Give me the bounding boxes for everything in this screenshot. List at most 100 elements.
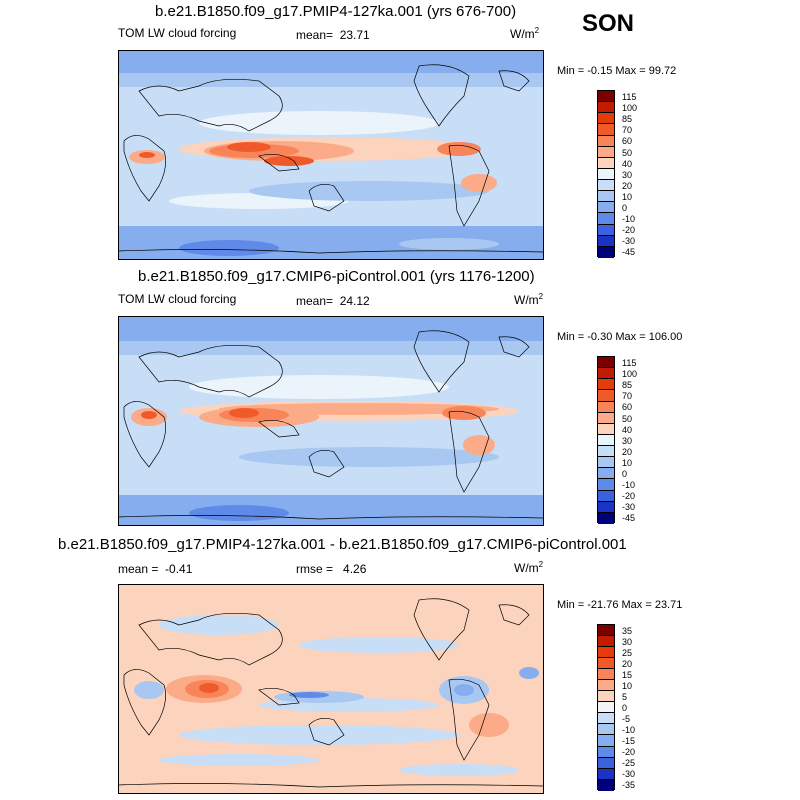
panel2-tick: 60 xyxy=(622,402,633,412)
panel1-field-label: TOM LW cloud forcing xyxy=(118,26,237,40)
panel3-colorbar-bin xyxy=(598,647,614,659)
panel2-field-label: TOM LW cloud forcing xyxy=(118,292,237,306)
panel2-colorbar-bin xyxy=(598,434,614,446)
panel3-tick: 0 xyxy=(622,703,628,713)
panel3-tick: -15 xyxy=(622,736,636,746)
panel3-units: W/m2 xyxy=(514,560,544,575)
panel3-colorbar-bin xyxy=(598,691,614,703)
panel3-colorbar-bin xyxy=(598,669,614,681)
panel3-colorbar-bin xyxy=(598,636,614,648)
panel1-tick: 100 xyxy=(622,103,638,113)
panel3-colorbar-bin xyxy=(598,746,614,758)
panel1-tick: -20 xyxy=(622,225,636,235)
panel3-colorbar-bin xyxy=(598,779,614,791)
panel1-colorbar-bin xyxy=(598,113,614,125)
panel3-tick: -10 xyxy=(622,725,636,735)
panel2-colorbar-bin xyxy=(598,490,614,502)
panel3-tick: 10 xyxy=(622,681,633,691)
panel1-colorbar-bin xyxy=(598,91,614,103)
panel2-colorbar-bin xyxy=(598,357,614,369)
panel1-tick: 0 xyxy=(622,203,628,213)
panel1-tick: 50 xyxy=(622,148,633,158)
panel3-tick: 35 xyxy=(622,626,633,636)
panel2-colorbar-bin xyxy=(598,457,614,469)
panel3-tick: -25 xyxy=(622,758,636,768)
panel2-mean: mean= 24.12 xyxy=(296,294,370,308)
panel2-colorbar-bin xyxy=(598,401,614,413)
panel3-tick: 5 xyxy=(622,692,628,702)
panel1-map-field xyxy=(119,51,543,259)
panel1-colorbar-bin xyxy=(598,102,614,114)
panel2-units: W/m2 xyxy=(514,292,544,307)
panel1-tick: 40 xyxy=(622,159,633,169)
panel3-colorbar-bin xyxy=(598,735,614,747)
panel1-mean: mean= 23.71 xyxy=(296,28,370,42)
panel1-tick: 115 xyxy=(622,92,637,102)
panel1-colorbar-bin xyxy=(598,191,614,203)
panel1-colorbar xyxy=(597,90,615,258)
panel3-colorbar-bin xyxy=(598,658,614,670)
panel1-colorbar-bin xyxy=(598,246,614,258)
panel1-colorbar-bin xyxy=(598,157,614,169)
panel1-tick: 85 xyxy=(622,114,633,124)
panel2-colorbar-bin xyxy=(598,446,614,458)
panel1-colorbar-bin xyxy=(598,168,614,180)
panel1-colorbar-bin xyxy=(598,135,614,147)
panel1-colorbar-bin xyxy=(598,180,614,192)
panel2-colorbar-bin xyxy=(598,390,614,402)
panel3-tick: 25 xyxy=(622,648,633,658)
panel1-tick: -10 xyxy=(622,214,636,224)
panel3-colorbar-bin xyxy=(598,713,614,725)
panel2-title: b.e21.B1850.f09_g17.CMIP6-piControl.001 … xyxy=(138,268,535,285)
panel2-map-field xyxy=(119,317,543,525)
panel3-colorbar-bin xyxy=(598,702,614,714)
panel3-tick: 20 xyxy=(622,659,633,669)
panel2-colorbar-bin xyxy=(598,423,614,435)
panel2-minmax: Min = -0.30 Max = 106.00 xyxy=(557,331,683,343)
panel1-tick: 60 xyxy=(622,136,633,146)
panel2-tick: 85 xyxy=(622,380,633,390)
panel3-tick: -30 xyxy=(622,769,636,779)
panel2-map xyxy=(118,316,544,526)
season-label: SON xyxy=(582,10,635,37)
panel1-units: W/m2 xyxy=(510,26,540,41)
panel1-tick: 20 xyxy=(622,181,633,191)
panel3-tick: -5 xyxy=(622,714,631,724)
panel2-tick: 30 xyxy=(622,436,633,446)
panel2-tick: 100 xyxy=(622,369,638,379)
panel2-tick: 70 xyxy=(622,391,633,401)
panel3-title: b.e21.B1850.f09_g17.PMIP4-127ka.001 - b.… xyxy=(58,536,627,553)
panel3-colorbar-bin xyxy=(598,680,614,692)
panel1-tick: -30 xyxy=(622,236,636,246)
panel3-tick: 30 xyxy=(622,637,633,647)
panel1-minmax: Min = -0.15 Max = 99.72 xyxy=(557,65,677,77)
panel3-map xyxy=(118,584,544,794)
panel2-colorbar-bin xyxy=(598,479,614,491)
panel2-tick: 10 xyxy=(622,458,633,468)
panel2-colorbar-bin xyxy=(598,379,614,391)
panel2-tick: 115 xyxy=(622,358,637,368)
panel1-tick: 70 xyxy=(622,125,633,135)
panel3-mean: mean = -0.41 xyxy=(118,562,193,576)
panel2-colorbar xyxy=(597,356,615,524)
panel1-tick: -45 xyxy=(622,247,636,257)
panel2-tick: -45 xyxy=(622,513,636,523)
panel3-colorbar-bin xyxy=(598,625,614,637)
panel3-colorbar-bin xyxy=(598,724,614,736)
panel2-colorbar-bin xyxy=(598,368,614,380)
panel2-tick: 50 xyxy=(622,414,633,424)
panel3-colorbar xyxy=(597,624,615,791)
panel2-tick: -10 xyxy=(622,480,636,490)
panel3-rmse: rmse = 4.26 xyxy=(296,562,367,576)
panel2-tick: -30 xyxy=(622,502,636,512)
panel3-tick: 15 xyxy=(622,670,633,680)
panel1-title: b.e21.B1850.f09_g17.PMIP4-127ka.001 (yrs… xyxy=(155,3,517,20)
panel2-colorbar-bin xyxy=(598,412,614,424)
panel1-colorbar-bin xyxy=(598,235,614,247)
panel3-map-field xyxy=(119,585,543,793)
panel1-colorbar-bin xyxy=(598,213,614,225)
panel1-colorbar-bin xyxy=(598,146,614,158)
panel1-colorbar-bin xyxy=(598,224,614,236)
panel1-colorbar-bin xyxy=(598,202,614,214)
panel1-map xyxy=(118,50,544,260)
